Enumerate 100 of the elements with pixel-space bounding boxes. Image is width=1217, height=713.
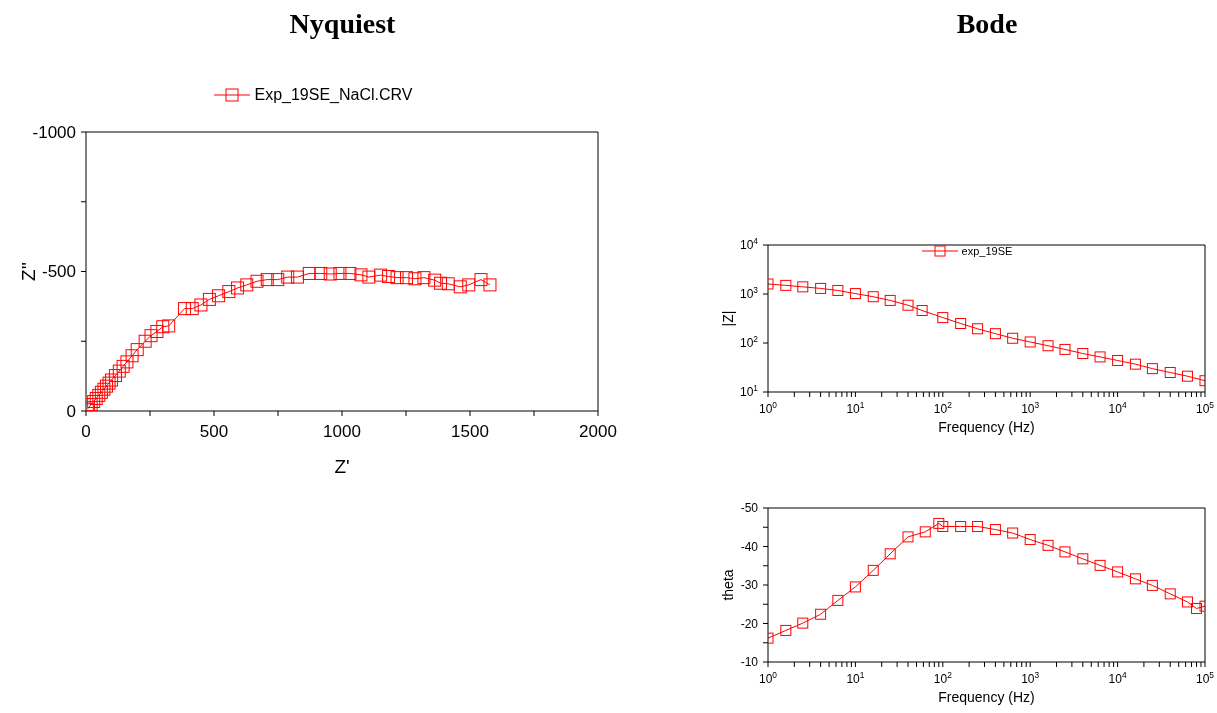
y-axis-title: theta bbox=[719, 569, 736, 601]
point bbox=[428, 273, 442, 287]
x-tick-label: 10$^{1}$ bbox=[846, 400, 865, 416]
point bbox=[343, 266, 357, 280]
y-tick-label: 10$^{1}$ bbox=[739, 383, 759, 400]
y-tick-label: -500 bbox=[41, 262, 76, 282]
point bbox=[989, 328, 1001, 340]
point bbox=[972, 323, 984, 335]
x-tick-label: 10$^{0}$ bbox=[758, 670, 778, 686]
x-tick-label: 10$^{3}$ bbox=[1021, 400, 1040, 416]
point bbox=[867, 291, 879, 303]
point bbox=[231, 281, 245, 295]
y-tick-label: -10 bbox=[740, 655, 759, 670]
x-tick-label: 10$^{4}$ bbox=[1108, 670, 1127, 686]
x-tick-label: 10$^{3}$ bbox=[1021, 670, 1040, 686]
y-tick-label: -20 bbox=[740, 616, 759, 631]
x-tick-label: 1500 bbox=[451, 422, 489, 441]
point bbox=[1146, 363, 1158, 375]
point bbox=[323, 267, 337, 281]
point bbox=[354, 268, 368, 282]
point bbox=[1007, 332, 1019, 344]
point bbox=[955, 318, 967, 329]
point bbox=[302, 266, 316, 280]
point bbox=[156, 320, 170, 334]
point bbox=[474, 273, 488, 287]
point bbox=[832, 284, 844, 296]
point bbox=[462, 278, 476, 292]
chart-title: Bode bbox=[955, 8, 1019, 41]
point bbox=[390, 271, 404, 285]
point bbox=[400, 271, 414, 285]
point bbox=[1181, 370, 1193, 382]
point bbox=[162, 319, 176, 333]
y-axis-title: |Z| bbox=[719, 310, 736, 327]
point bbox=[260, 273, 274, 287]
x-tick-label: 10$^{5}$ bbox=[1195, 670, 1215, 686]
point bbox=[408, 272, 422, 286]
point bbox=[1077, 348, 1089, 360]
x-tick-label: 0 bbox=[81, 422, 91, 441]
y-tick-label: -1000 bbox=[32, 122, 76, 142]
point bbox=[144, 329, 158, 343]
point bbox=[250, 274, 264, 288]
y-tick-label: 10$^{3}$ bbox=[739, 285, 759, 302]
point bbox=[194, 298, 208, 312]
x-tick-label: 10$^{4}$ bbox=[1108, 400, 1127, 416]
point bbox=[108, 369, 122, 383]
x-tick-label: 10$^{5}$ bbox=[1195, 400, 1215, 416]
y-tick-label: -40 bbox=[740, 539, 759, 554]
point bbox=[849, 288, 861, 300]
point bbox=[240, 278, 254, 292]
point bbox=[314, 266, 328, 280]
chart-title: Nyquiest bbox=[288, 8, 397, 41]
point bbox=[902, 299, 914, 311]
y-axis-title: Z'' bbox=[17, 262, 39, 281]
legend-label: Exp_19SE_NaCl.CRV bbox=[254, 86, 413, 104]
point bbox=[453, 280, 467, 294]
x-tick-label: 1000 bbox=[323, 422, 361, 441]
x-tick-label: 500 bbox=[199, 422, 229, 441]
point bbox=[125, 349, 139, 363]
point bbox=[483, 278, 497, 292]
point bbox=[290, 270, 304, 284]
x-axis-title: Frequency (Hz) bbox=[938, 419, 1035, 435]
point bbox=[780, 279, 792, 291]
point bbox=[815, 282, 827, 294]
x-tick-label: 10$^{1}$ bbox=[846, 670, 865, 686]
point bbox=[1164, 367, 1176, 378]
legend-label: exp_19SE bbox=[961, 245, 1013, 257]
point bbox=[112, 364, 126, 378]
point bbox=[374, 268, 388, 282]
x-tick-label: 10$^{2}$ bbox=[933, 400, 953, 416]
point bbox=[382, 270, 396, 284]
point bbox=[1042, 340, 1054, 352]
y-tick-label: 10$^{4}$ bbox=[739, 236, 759, 253]
point bbox=[116, 359, 130, 373]
point bbox=[178, 302, 192, 316]
point bbox=[1024, 336, 1036, 348]
point bbox=[222, 285, 236, 299]
point bbox=[202, 292, 216, 306]
x-axis-title: Z' bbox=[334, 456, 350, 477]
point bbox=[434, 276, 448, 290]
point bbox=[333, 266, 347, 280]
point bbox=[884, 294, 896, 306]
x-axis-title: Frequency (Hz) bbox=[938, 689, 1035, 705]
point bbox=[1094, 351, 1106, 363]
x-tick-label: 2000 bbox=[579, 422, 617, 441]
point bbox=[1059, 343, 1071, 355]
x-tick-label: 10$^{2}$ bbox=[933, 670, 953, 686]
point bbox=[1112, 354, 1124, 366]
point bbox=[120, 355, 134, 369]
y-tick-label: 10$^{2}$ bbox=[739, 334, 759, 351]
y-tick-label: -30 bbox=[740, 578, 759, 593]
point bbox=[271, 273, 285, 287]
y-tick-label: -50 bbox=[740, 501, 759, 516]
point bbox=[417, 271, 431, 285]
x-tick-label: 10$^{0}$ bbox=[758, 400, 778, 416]
point bbox=[150, 324, 164, 338]
point bbox=[185, 302, 199, 316]
point bbox=[362, 270, 376, 284]
point bbox=[212, 289, 226, 303]
point bbox=[281, 270, 295, 284]
point bbox=[138, 334, 152, 348]
